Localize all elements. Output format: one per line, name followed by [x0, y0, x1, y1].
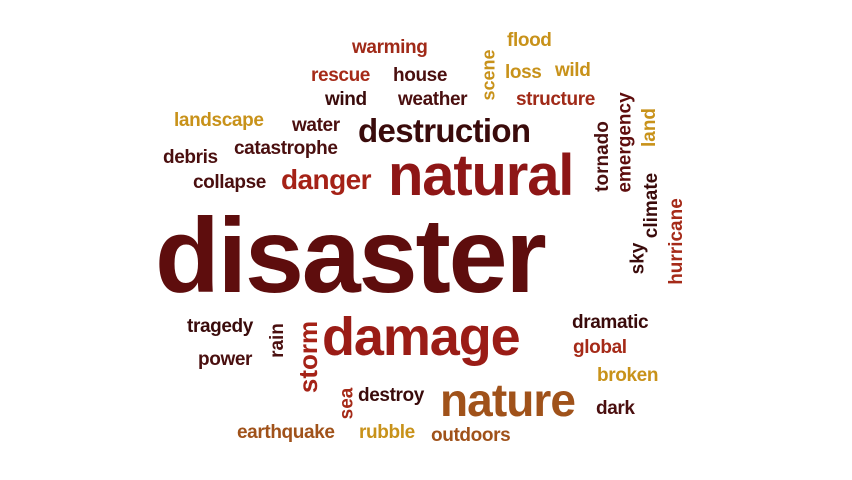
- word-scene: scene: [478, 49, 499, 101]
- word-damage: damage: [322, 307, 521, 367]
- word-landscape: landscape: [174, 110, 264, 131]
- word-land: land: [639, 107, 661, 148]
- word-house: house: [393, 65, 448, 86]
- word-wind: wind: [325, 89, 367, 110]
- word-destroy: destroy: [358, 385, 424, 406]
- word-structure: structure: [516, 89, 595, 110]
- word-collapse: collapse: [193, 172, 266, 193]
- word-wild: wild: [555, 60, 591, 81]
- word-earthquake: earthquake: [237, 422, 335, 443]
- word-storm: storm: [293, 320, 324, 394]
- word-flood: flood: [507, 30, 552, 51]
- word-disaster: disaster: [155, 197, 547, 315]
- word-destruction: destruction: [358, 112, 531, 149]
- word-catastrophe: catastrophe: [234, 138, 338, 159]
- word-nature: nature: [440, 374, 576, 426]
- word-natural: natural: [388, 143, 574, 208]
- word-broken: broken: [597, 365, 659, 386]
- word-rescue: rescue: [311, 65, 370, 86]
- word-outdoors: outdoors: [431, 425, 511, 446]
- word-tornado: tornado: [591, 121, 613, 192]
- word-sky: sky: [627, 242, 649, 275]
- word-debris: debris: [163, 147, 218, 168]
- word-warming: warming: [352, 37, 428, 58]
- word-emergency: emergency: [614, 92, 636, 193]
- word-power: power: [198, 349, 253, 370]
- word-danger: danger: [281, 164, 372, 195]
- word-water: water: [292, 115, 340, 136]
- word-weather: weather: [398, 89, 468, 110]
- word-loss: loss: [505, 62, 542, 83]
- word-dramatic: dramatic: [572, 312, 649, 333]
- word-sea: sea: [336, 387, 358, 420]
- word-rubble: rubble: [359, 422, 415, 443]
- word-hurricane: hurricane: [665, 198, 687, 285]
- word-dark: dark: [596, 398, 635, 419]
- word-tragedy: tragedy: [187, 316, 253, 337]
- word-global: global: [573, 337, 627, 358]
- word-climate: climate: [641, 172, 663, 239]
- word-rain: rain: [266, 323, 288, 358]
